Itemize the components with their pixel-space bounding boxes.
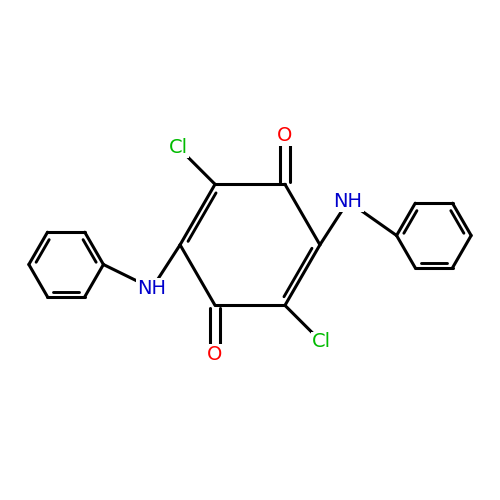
- Text: NH: NH: [334, 192, 362, 211]
- Text: O: O: [208, 345, 222, 364]
- Text: O: O: [278, 126, 292, 144]
- Text: Cl: Cl: [312, 332, 331, 351]
- Text: Cl: Cl: [169, 138, 188, 157]
- Text: NH: NH: [138, 279, 166, 298]
